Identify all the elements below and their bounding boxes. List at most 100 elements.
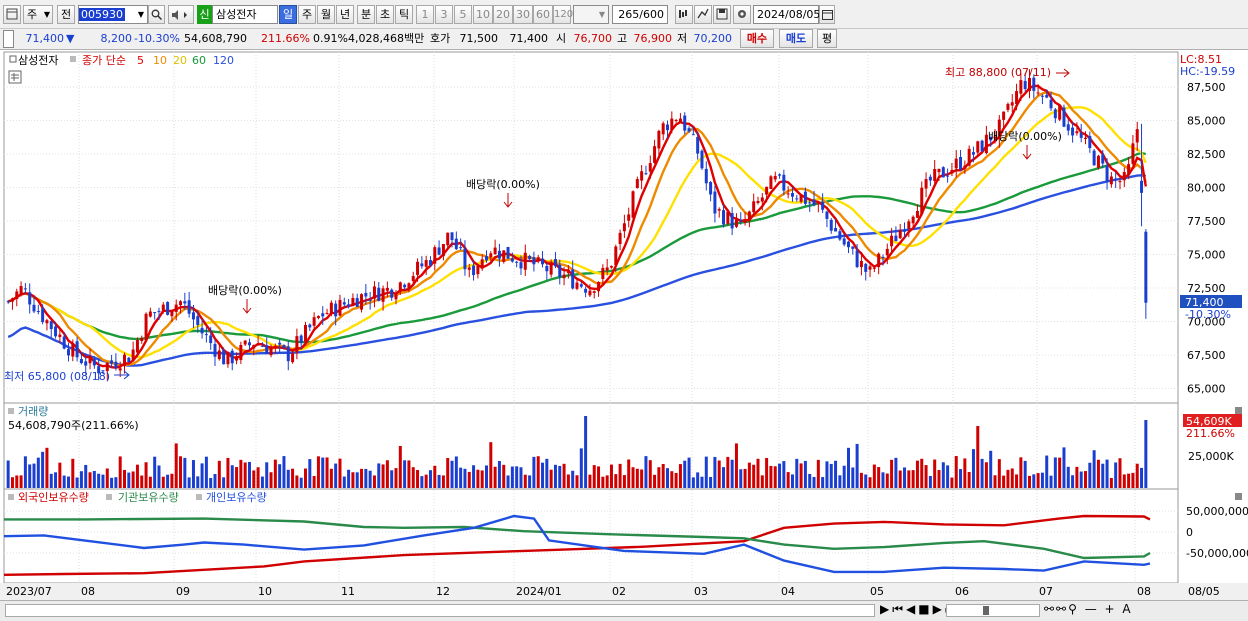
candle-body (1045, 94, 1049, 98)
compare-icon[interactable] (694, 5, 712, 24)
period-week-tab[interactable]: 주 (298, 5, 316, 24)
nav-controls[interactable]: ▶⏮◀■▶⏭ (880, 602, 959, 616)
down-arrow-icon: ▼ (66, 32, 75, 45)
volume-bar (144, 462, 148, 488)
candle-body (1023, 80, 1027, 89)
panel-icon[interactable] (8, 408, 14, 414)
candle-body (472, 265, 476, 276)
volume-bar (1010, 468, 1014, 488)
panel-icon[interactable] (106, 494, 112, 500)
volume-bar (411, 467, 415, 488)
volume-bar (1084, 471, 1088, 488)
candle-body (110, 360, 114, 364)
candle-body (316, 316, 320, 318)
custom-tick-input[interactable]: ▼ (573, 5, 609, 24)
close-icon[interactable] (1235, 407, 1242, 414)
tick-5-button[interactable]: 5 (454, 5, 472, 24)
change-value: 8,200 (100, 32, 133, 45)
search-icon[interactable] (148, 5, 165, 24)
market-type-select[interactable]: 주 ▼ (23, 5, 53, 24)
period-year-tab[interactable]: 년 (336, 5, 354, 24)
x-axis-label: 10 (258, 585, 272, 598)
volume-tag: 54,609K (1186, 415, 1232, 428)
panel-icon[interactable] (8, 494, 14, 500)
candle-body (433, 247, 437, 264)
chart-area[interactable]: 2023/07 08 09 10 11 12 2024/01 02 03 04 05 06 07 08 08… (0, 50, 1248, 600)
chart-type-icon[interactable] (675, 5, 693, 24)
prev-button[interactable]: 전 (57, 5, 75, 24)
period-tick-tab[interactable]: 틱 (395, 5, 413, 24)
panel-icon[interactable] (9, 55, 17, 63)
tick-10-button[interactable]: 10 (473, 5, 493, 24)
ma120-label: 120 (213, 54, 234, 67)
candle-body (653, 146, 657, 163)
candle-body (131, 349, 135, 360)
volume-bar (515, 466, 519, 488)
volume-bar (808, 473, 812, 488)
toggle-icon[interactable] (3, 30, 14, 48)
volume-bar (437, 474, 441, 488)
candle-body (816, 203, 820, 205)
stock-code-input[interactable]: 005930 ▼ (78, 5, 148, 24)
close-icon[interactable] (1235, 493, 1242, 500)
candle-body (661, 123, 665, 135)
candle-body (838, 231, 842, 240)
high-arrow-icon (1056, 68, 1070, 78)
panel-icon[interactable] (70, 56, 76, 62)
volume-bar (114, 477, 118, 488)
save-icon[interactable] (713, 5, 731, 24)
window-icon[interactable] (3, 5, 21, 24)
candle-body (222, 350, 226, 365)
tick-20-button[interactable]: 20 (493, 5, 513, 24)
volume-bar (269, 472, 273, 488)
panel-icon[interactable] (196, 494, 202, 500)
lc-label: LC:8.51 (1180, 53, 1222, 66)
volume-bar (834, 460, 838, 488)
candle-body (467, 267, 471, 270)
candle-body (644, 173, 648, 175)
volume-bar (472, 465, 476, 488)
tool-icons[interactable]: ⚯⚯⚲ — + A (1044, 602, 1133, 616)
volume-bar (338, 458, 342, 488)
count-field[interactable]: 265/600 (612, 5, 668, 24)
volume-bar (351, 472, 355, 488)
volume-y-tick: 25,000K (1188, 450, 1234, 463)
candle-body (739, 219, 743, 221)
period-second-tab[interactable]: 초 (376, 5, 394, 24)
scroll-track[interactable] (5, 604, 875, 617)
flat-button[interactable]: 평 (817, 29, 837, 48)
zoom-track[interactable] (946, 604, 1040, 617)
volume-bar (243, 462, 247, 488)
period-minute-tab[interactable]: 분 (357, 5, 375, 24)
tick-1-button[interactable]: 1 (416, 5, 434, 24)
volume-bar (825, 461, 829, 488)
tick-30-button[interactable]: 30 (513, 5, 533, 24)
candle-body (49, 321, 53, 330)
sell-button[interactable]: 매도 (779, 29, 813, 48)
date-field[interactable]: 2024/08/05 (753, 5, 820, 24)
tick-120-button[interactable]: 120 (553, 5, 573, 24)
calendar-icon[interactable] (819, 5, 835, 24)
price-axis-label: 65,000 (1187, 383, 1226, 396)
speaker-menu-icon[interactable] (168, 5, 194, 24)
candle-body (411, 276, 415, 282)
period-day-tab[interactable]: 일 (279, 5, 297, 24)
zoom-slider[interactable] (983, 606, 989, 615)
candle-body (747, 211, 751, 220)
candle-body (941, 167, 945, 178)
volume-bar (890, 459, 894, 488)
chart-canvas[interactable]: 2023/07 08 09 10 11 12 2024/01 02 03 04 05 06 07 08 08… (0, 50, 1248, 600)
volume-bar (217, 460, 221, 488)
gear-icon[interactable] (733, 5, 751, 24)
buy-button[interactable]: 매수 (740, 29, 774, 48)
period-month-tab[interactable]: 월 (317, 5, 335, 24)
candle-body (204, 334, 208, 336)
candle-body (579, 284, 583, 287)
tick-60-button[interactable]: 60 (533, 5, 553, 24)
candle-body (709, 182, 713, 195)
chevron-down-icon[interactable]: ▼ (137, 10, 144, 19)
tick-3-button[interactable]: 3 (435, 5, 453, 24)
candle-body (846, 241, 850, 248)
table-icon[interactable] (8, 70, 22, 84)
volume-bar (153, 456, 157, 488)
